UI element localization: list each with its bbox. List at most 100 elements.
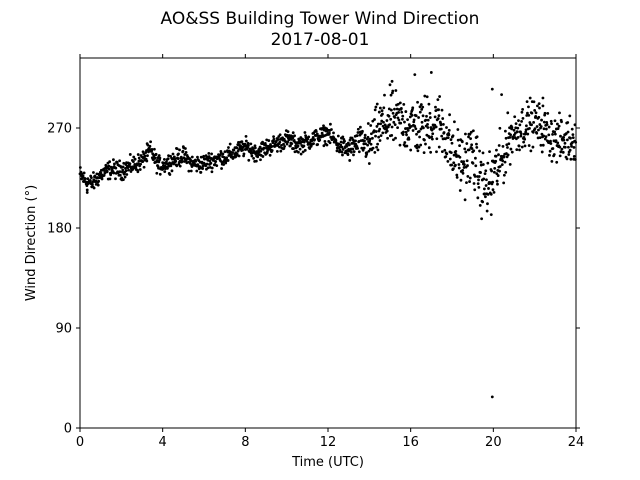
data-point [436,117,440,120]
data-point [96,183,100,187]
data-point [486,161,490,165]
data-point [539,143,543,147]
data-point [424,118,428,122]
data-point [237,140,240,144]
data-point [543,111,547,115]
data-point [418,105,422,109]
data-point [176,157,180,161]
data-point [341,153,344,157]
data-point [361,148,365,152]
data-point [350,150,353,154]
data-point [572,155,576,158]
data-point [306,137,310,141]
data-point [285,133,289,137]
data-point [401,117,404,121]
data-point [477,178,480,182]
data-point [563,145,567,149]
data-point-outlier [490,395,494,399]
data-point [355,134,359,138]
data-point [284,140,288,144]
data-point [180,157,184,161]
data-point [391,89,395,93]
data-point [153,147,156,151]
data-point [470,147,474,150]
data-point [415,143,419,147]
data-point [125,173,129,176]
data-point [549,119,553,123]
data-point [435,137,439,141]
data-point [178,148,181,152]
data-point [440,108,444,112]
data-point [373,118,376,121]
data-point [394,89,398,92]
data-point [336,134,340,138]
data-point [412,118,416,122]
data-point [422,151,426,155]
data-point [426,118,430,122]
data-point [406,129,410,132]
data-point [210,152,213,156]
data-point [510,125,514,129]
data-point [298,139,302,143]
data-point [467,135,470,139]
data-point [488,150,491,154]
data-point [567,153,571,156]
data-point [210,170,214,174]
data-point [196,155,199,159]
data-point [423,94,427,98]
data-point [409,148,413,152]
data-point [285,142,289,146]
data-point [150,148,154,151]
data-point [293,134,296,138]
data-point [157,154,161,157]
data-point [406,118,409,122]
data-point [312,142,315,146]
data-point-outlier [489,213,493,217]
data-point [181,149,185,153]
data-point [307,135,311,139]
data-point [439,127,443,131]
data-point [189,169,193,173]
data-point [223,150,227,154]
data-point [322,144,326,148]
data-point [499,154,503,158]
data-point [81,174,85,178]
data-point [242,152,246,156]
data-point [206,166,210,170]
data-point [170,169,174,173]
data-point [199,155,203,159]
data-point [259,158,262,162]
data-point [410,113,414,117]
data-point [545,123,549,126]
data-point [228,142,232,146]
data-point [237,154,241,158]
data-point [292,147,295,150]
data-point [507,142,511,146]
data-point [141,150,145,154]
data-point [121,165,125,169]
data-point [259,149,263,153]
data-point [374,105,378,109]
data-point [503,160,507,164]
data-point [553,130,557,134]
data-point [531,145,535,149]
data-point [335,149,339,153]
data-point [393,107,396,111]
data-point [401,133,405,136]
data-point [469,130,473,134]
data-point [519,134,523,138]
data-point [454,163,457,167]
data-point [528,96,532,100]
data-point [143,154,147,158]
data-point [397,118,401,122]
data-point [424,142,427,146]
data-point [253,146,257,150]
data-point [571,141,574,144]
data-point [538,123,542,126]
data-point [97,179,100,183]
data-point [102,174,106,177]
data-point [403,120,406,124]
data-point [530,123,533,127]
data-point [562,136,565,139]
